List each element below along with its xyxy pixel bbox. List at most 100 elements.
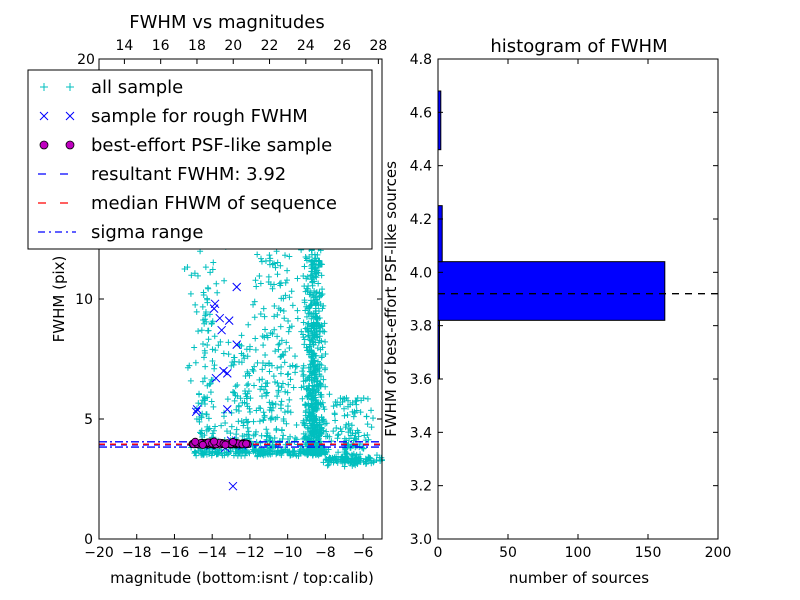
all-sample-point <box>298 384 305 391</box>
all-sample-point <box>245 321 252 328</box>
all-sample-point <box>315 280 322 287</box>
all-sample-point <box>320 427 327 434</box>
all-sample-point <box>373 456 380 463</box>
legend-label: resultant FWHM: 3.92 <box>91 164 286 185</box>
all-sample-point <box>274 364 281 371</box>
all-sample-point <box>191 344 198 351</box>
rough-fwhm-point <box>217 325 226 335</box>
all-sample-point <box>307 393 314 400</box>
all-sample-point <box>316 361 323 368</box>
all-sample-point <box>284 389 291 396</box>
all-sample-point <box>346 459 353 466</box>
all-sample-point <box>318 414 325 421</box>
all-sample-point <box>300 331 307 338</box>
all-sample-point <box>310 341 317 348</box>
all-sample-point <box>360 445 367 452</box>
all-sample-point <box>343 394 350 401</box>
all-sample-point <box>368 424 375 431</box>
all-sample-point <box>354 427 361 434</box>
all-sample-point <box>304 321 311 328</box>
all-sample-point <box>278 427 285 434</box>
all-sample-point <box>335 431 342 438</box>
all-sample-point <box>337 425 344 432</box>
x-tick-label: −18 <box>122 545 152 561</box>
all-sample-point <box>370 415 377 422</box>
y-tick-label: 4.2 <box>410 212 432 228</box>
all-sample-point <box>277 262 284 269</box>
all-sample-point <box>262 362 269 369</box>
right-histogram-panel: 0 50 100 150 200 3.0 3.2 3.4 3.6 3.8 4.0 4.2 4.4 4.6 4… <box>382 36 731 587</box>
all-sample-point <box>278 449 285 456</box>
y-tick-label: 4.0 <box>410 265 432 281</box>
all-sample-point <box>235 402 242 409</box>
all-sample-point <box>282 292 289 299</box>
rough-fwhm-point <box>210 299 220 309</box>
all-sample-point <box>251 298 258 305</box>
all-sample-point <box>187 377 194 384</box>
all-sample-point <box>268 362 275 369</box>
all-sample-point <box>341 405 348 412</box>
all-sample-point <box>280 307 287 314</box>
all-sample-point <box>258 449 265 456</box>
all-sample-point <box>364 395 371 402</box>
top-x-tick-label: 20 <box>224 38 242 54</box>
all-sample-point <box>300 371 307 378</box>
all-sample-point <box>305 332 312 339</box>
all-sample-point <box>300 272 307 279</box>
all-sample-point <box>357 409 364 416</box>
top-x-tick-label: 16 <box>152 38 170 54</box>
all-sample-point <box>196 416 203 423</box>
all-sample-point <box>281 315 288 322</box>
all-sample-point <box>284 371 291 378</box>
all-sample-point <box>353 401 360 408</box>
rough-fwhm-point <box>211 373 221 383</box>
all-sample-point <box>235 407 242 414</box>
all-sample-point <box>274 271 281 278</box>
all-sample-point <box>352 455 359 462</box>
all-sample-point <box>230 389 237 396</box>
all-sample-point <box>212 423 219 430</box>
all-sample-point <box>279 380 286 387</box>
all-sample-point <box>249 366 256 373</box>
all-sample-point <box>327 454 334 461</box>
all-sample-point <box>238 332 245 339</box>
all-sample-point <box>314 345 321 352</box>
all-sample-point <box>276 340 283 347</box>
all-sample-point <box>310 274 317 281</box>
all-sample-point <box>318 354 325 361</box>
x-tick-label: 150 <box>635 545 662 561</box>
all-sample-point <box>313 328 320 335</box>
all-sample-point <box>302 450 309 457</box>
all-sample-point <box>305 320 312 327</box>
all-sample-point <box>250 432 257 439</box>
all-sample-point <box>239 432 246 439</box>
all-sample-point <box>252 346 259 353</box>
all-sample-point <box>266 399 273 406</box>
all-sample-point <box>292 353 299 360</box>
all-sample-point <box>277 323 284 330</box>
all-sample-point <box>280 415 287 422</box>
all-sample-point <box>203 451 210 458</box>
all-sample-point <box>269 285 276 292</box>
all-sample-point <box>324 462 331 469</box>
all-sample-point <box>316 322 323 329</box>
all-sample-point <box>211 365 218 372</box>
all-sample-point <box>198 451 205 458</box>
all-sample-point <box>247 395 254 402</box>
all-sample-point <box>278 295 285 302</box>
all-sample-point <box>191 270 198 277</box>
left-chart-title: FWHM vs magnitudes <box>129 12 324 33</box>
all-sample-point <box>340 395 347 402</box>
all-sample-point <box>308 302 315 309</box>
all-sample-point <box>319 417 326 424</box>
all-sample-point <box>292 363 299 370</box>
all-sample-point <box>305 382 312 389</box>
all-sample-point <box>268 414 275 421</box>
all-sample-point <box>363 413 370 420</box>
all-sample-point <box>314 315 321 322</box>
all-sample-point <box>309 282 316 289</box>
all-sample-point <box>204 342 211 349</box>
all-sample-point <box>318 401 325 408</box>
all-sample-point <box>256 273 263 280</box>
all-sample-point <box>300 362 307 369</box>
